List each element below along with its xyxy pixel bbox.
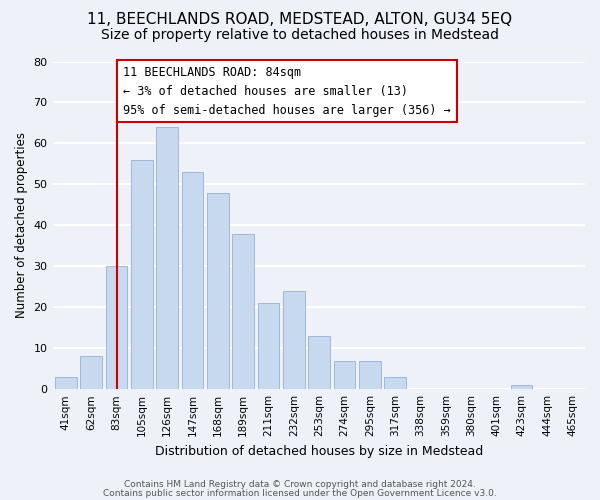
Bar — [334, 360, 355, 389]
X-axis label: Distribution of detached houses by size in Medstead: Distribution of detached houses by size … — [155, 444, 483, 458]
Text: Contains public sector information licensed under the Open Government Licence v3: Contains public sector information licen… — [103, 488, 497, 498]
Y-axis label: Number of detached properties: Number of detached properties — [15, 132, 28, 318]
Text: Size of property relative to detached houses in Medstead: Size of property relative to detached ho… — [101, 28, 499, 42]
Text: Contains HM Land Registry data © Crown copyright and database right 2024.: Contains HM Land Registry data © Crown c… — [124, 480, 476, 489]
Bar — [511, 385, 532, 389]
Bar — [182, 172, 203, 389]
Bar — [283, 291, 305, 389]
Text: 11, BEECHLANDS ROAD, MEDSTEAD, ALTON, GU34 5EQ: 11, BEECHLANDS ROAD, MEDSTEAD, ALTON, GU… — [88, 12, 512, 28]
Bar — [55, 377, 77, 389]
Bar — [207, 192, 229, 389]
Text: 11 BEECHLANDS ROAD: 84sqm
← 3% of detached houses are smaller (13)
95% of semi-d: 11 BEECHLANDS ROAD: 84sqm ← 3% of detach… — [123, 66, 451, 116]
Bar — [157, 127, 178, 389]
Bar — [359, 360, 380, 389]
Bar — [308, 336, 330, 389]
Bar — [232, 234, 254, 389]
Bar — [385, 377, 406, 389]
Bar — [80, 356, 102, 389]
Bar — [131, 160, 152, 389]
Bar — [106, 266, 127, 389]
Bar — [258, 303, 279, 389]
